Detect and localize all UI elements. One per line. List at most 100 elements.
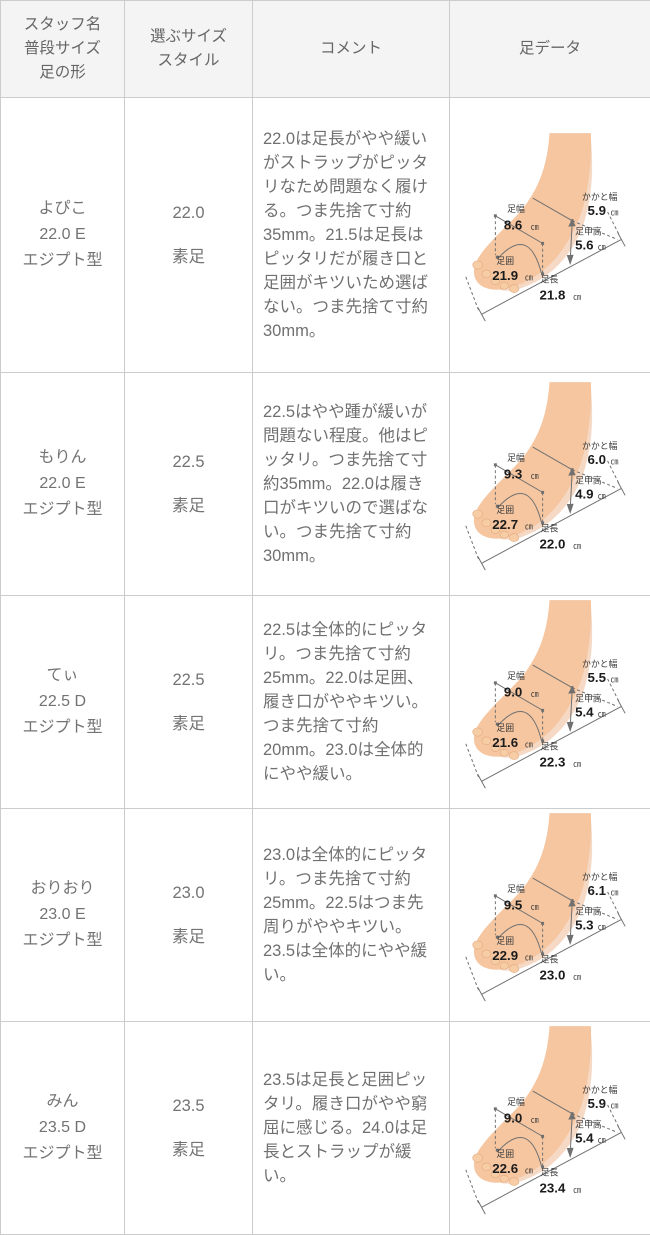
girth-label: 足囲 <box>496 936 514 946</box>
length-label: 足長 <box>541 742 559 752</box>
staff-cell: よぴこ 22.0 E エジプト型 <box>1 98 125 373</box>
staff-foot-type: エジプト型 <box>3 248 122 274</box>
table-row: おりおり 23.0 E エジプト型 23.0 素足 23.0は全体的にピッタリ。… <box>1 809 650 1022</box>
girth-value: 21.9 <box>492 268 518 283</box>
header-size-line1: 選ぶサイズ <box>127 25 250 49</box>
instep-value: 5.6 <box>575 237 593 252</box>
width-unit: ㎝ <box>531 690 539 699</box>
girth-label: 足囲 <box>496 256 514 266</box>
foot-photo <box>473 1026 592 1186</box>
staff-cell: てぃ 22.5 D エジプト型 <box>1 596 125 809</box>
heel-label: かかと幅 <box>582 440 618 451</box>
header-staff-line2: 普段サイズ <box>3 37 122 61</box>
header-staff-line3: 足の形 <box>3 61 122 85</box>
width-label: 足幅 <box>507 670 525 681</box>
staff-name: よぴこ <box>3 196 122 222</box>
length-value: 22.3 <box>540 754 566 769</box>
girth-value: 21.6 <box>492 735 518 750</box>
heel-value: 6.0 <box>588 452 606 467</box>
instep-label: 足甲高 <box>575 475 602 486</box>
length-value: 22.0 <box>540 536 566 551</box>
staff-foot-type: エジプト型 <box>3 928 122 954</box>
instep-label: 足甲高 <box>575 906 602 917</box>
heel-unit: ㎝ <box>611 457 619 466</box>
heel-label: かかと幅 <box>582 871 618 882</box>
staff-cell: おりおり 23.0 E エジプト型 <box>1 809 125 1022</box>
foot-data-cell: 足幅 9.3 ㎝ かかと幅 6.0 ㎝ 足甲高 4.9 ㎝ 足囲 22.7 ㎝ … <box>450 373 650 596</box>
length-unit: ㎝ <box>573 1185 581 1194</box>
foot-photo <box>473 382 592 542</box>
chosen-size: 23.5 <box>127 1097 250 1116</box>
width-value: 9.0 <box>504 1111 522 1126</box>
heel-label: かかと幅 <box>582 658 618 669</box>
foot-photo <box>473 813 592 973</box>
heel-label: かかと幅 <box>582 191 618 202</box>
foot-diagram: 足幅 8.6 ㎝ かかと幅 5.9 ㎝ 足甲高 5.6 ㎝ 足囲 21.9 ㎝ … <box>454 129 646 341</box>
width-label: 足幅 <box>507 1096 525 1107</box>
heel-value: 5.9 <box>588 203 606 218</box>
length-value: 23.4 <box>540 1180 566 1195</box>
foot-data-cell: 足幅 9.0 ㎝ かかと幅 5.5 ㎝ 足甲高 5.4 ㎝ 足囲 21.6 ㎝ … <box>450 596 650 809</box>
comment-cell: 22.5は全体的にピッタリ。つま先捨て寸約25mm。22.0は足囲、履き口がやや… <box>253 596 450 809</box>
width-unit: ㎝ <box>531 903 539 912</box>
length-unit: ㎝ <box>573 759 581 768</box>
foot-diagram: 足幅 9.0 ㎝ かかと幅 5.9 ㎝ 足甲高 5.4 ㎝ 足囲 22.6 ㎝ … <box>454 1022 646 1234</box>
width-label: 足幅 <box>507 883 525 894</box>
instep-label: 足甲高 <box>575 693 602 704</box>
width-label: 足幅 <box>507 452 525 463</box>
length-value: 21.8 <box>540 287 566 302</box>
girth-unit: ㎝ <box>525 953 533 962</box>
foot-photo <box>473 600 592 760</box>
style: 素足 <box>127 492 250 516</box>
girth-unit: ㎝ <box>525 740 533 749</box>
staff-usual-size: 22.0 E <box>3 471 122 497</box>
header-size-line2: スタイル <box>127 49 250 73</box>
style: 素足 <box>127 243 250 267</box>
size-cell: 23.5 素足 <box>125 1022 253 1235</box>
girth-unit: ㎝ <box>525 273 533 282</box>
instep-unit: ㎝ <box>598 242 606 251</box>
width-unit: ㎝ <box>531 1116 539 1125</box>
heel-unit: ㎝ <box>611 675 619 684</box>
chosen-size: 22.0 <box>127 204 250 223</box>
size-cell: 23.0 素足 <box>125 809 253 1022</box>
length-label: 足長 <box>541 1168 559 1178</box>
length-unit: ㎝ <box>573 541 581 550</box>
chosen-size: 23.0 <box>127 884 250 903</box>
width-value: 8.6 <box>504 218 522 233</box>
staff-name: もりん <box>3 445 122 471</box>
table-row: もりん 22.0 E エジプト型 22.5 素足 22.5はやや踵が緩いが問題な… <box>1 373 650 596</box>
heel-unit: ㎝ <box>611 888 619 897</box>
length-label: 足長 <box>541 275 559 285</box>
foot-data-cell: 足幅 8.6 ㎝ かかと幅 5.9 ㎝ 足甲高 5.6 ㎝ 足囲 21.9 ㎝ … <box>450 98 650 373</box>
girth-label: 足囲 <box>496 505 514 515</box>
length-unit: ㎝ <box>573 972 581 981</box>
staff-foot-type: エジプト型 <box>3 1141 122 1167</box>
width-value: 9.0 <box>504 685 522 700</box>
instep-label: 足甲高 <box>575 1119 602 1130</box>
girth-label: 足囲 <box>496 1149 514 1159</box>
instep-unit: ㎝ <box>598 709 606 718</box>
foot-diagram: 足幅 9.3 ㎝ かかと幅 6.0 ㎝ 足甲高 4.9 ㎝ 足囲 22.7 ㎝ … <box>454 378 646 590</box>
table-row: みん 23.5 D エジプト型 23.5 素足 23.5は足長と足囲ピッタリ。履… <box>1 1022 650 1235</box>
girth-value: 22.6 <box>492 1161 518 1176</box>
style: 素足 <box>127 1136 250 1160</box>
size-cell: 22.5 素足 <box>125 373 253 596</box>
width-value: 9.3 <box>504 467 522 482</box>
staff-foot-type: エジプト型 <box>3 497 122 523</box>
instep-value: 4.9 <box>575 486 593 501</box>
staff-cell: もりん 22.0 E エジプト型 <box>1 373 125 596</box>
instep-value: 5.4 <box>575 1130 594 1145</box>
comment-cell: 23.5は足長と足囲ピッタリ。履き口がやや窮屈に感じる。24.0は足長とストラッ… <box>253 1022 450 1235</box>
header-row: スタッフ名 普段サイズ 足の形 選ぶサイズ スタイル コメント 足データ <box>1 1 650 98</box>
length-label: 足長 <box>541 524 559 534</box>
staff-usual-size: 23.0 E <box>3 902 122 928</box>
width-unit: ㎝ <box>531 223 539 232</box>
instep-value: 5.3 <box>575 917 593 932</box>
width-unit: ㎝ <box>531 472 539 481</box>
comment-cell: 23.0は全体的にピッタリ。つま先捨て寸約25mm。22.5はつま先周りがややキ… <box>253 809 450 1022</box>
staff-usual-size: 22.5 D <box>3 689 122 715</box>
header-staff: スタッフ名 普段サイズ 足の形 <box>1 1 125 98</box>
heel-value: 5.5 <box>588 670 607 685</box>
